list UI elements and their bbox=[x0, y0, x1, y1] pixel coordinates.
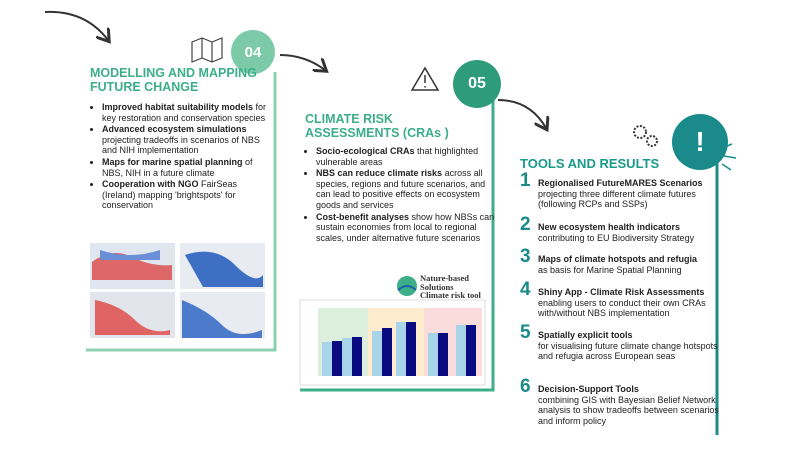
item-number: 3 bbox=[520, 246, 531, 267]
item-body: Regionalised FutureMARES Scenarios projec… bbox=[538, 178, 720, 210]
item-title: Shiny App - Climate Risk Assessments bbox=[538, 287, 705, 297]
bullet-bold: Advanced ecosystem simulations bbox=[102, 124, 247, 135]
bullet-text: of NBS, NIH in a future climate bbox=[102, 156, 253, 178]
bullet: Cost-benefit analyses show how NBSs can … bbox=[316, 212, 498, 244]
result-item: 1 Regionalised FutureMARES Scenarios proje… bbox=[520, 170, 720, 210]
bullet: Advanced ecosystem simulations projectin… bbox=[102, 124, 272, 156]
item-title: Maps of climate hotspots and refugia bbox=[538, 254, 698, 264]
panel-title: MODELLING AND MAPPING FUTURE CHANGE bbox=[90, 66, 257, 94]
item-title: Decision-Support Tools bbox=[538, 384, 639, 394]
item-text: enabling users to conduct their own CRAs… bbox=[538, 297, 706, 319]
item-text: for visualising future climate change ho… bbox=[538, 340, 718, 362]
bullet: Socio-ecological CRAs that highlighted v… bbox=[316, 146, 498, 167]
item-number: 6 bbox=[520, 376, 531, 397]
step-badge: ! bbox=[672, 114, 728, 170]
bullet-text: for key restoration and conservation spe… bbox=[102, 102, 267, 123]
item-text: as basis for Marine Spatial Planning bbox=[538, 264, 682, 275]
bullet-text: projecting tradeoffs in scenarios of NBS… bbox=[102, 134, 260, 156]
item-number: 1 bbox=[520, 170, 531, 191]
item-text: combining GIS with Bayesian Belief Netwo… bbox=[538, 394, 719, 426]
item-body: Shiny App - Climate Risk Assessments enab… bbox=[538, 287, 720, 319]
bullet-text: show how NBSs can sustain economies from… bbox=[316, 211, 495, 243]
bullet: Maps for marine spatial planning of NBS,… bbox=[102, 157, 272, 178]
bullet-bold: Socio-ecological CRAs bbox=[316, 146, 415, 156]
panel-title: TOOLS AND RESULTS bbox=[520, 156, 660, 171]
item-number: 5 bbox=[520, 322, 531, 343]
item-body: New ecosystem health indicators contribut… bbox=[538, 222, 720, 243]
item-title: New ecosystem health indicators bbox=[538, 222, 681, 232]
item-body: Maps of climate hotspots and refugia as b… bbox=[538, 254, 720, 275]
bullet-bold: NBS can reduce climate risks bbox=[316, 168, 443, 179]
logo-line: Solutions bbox=[420, 281, 454, 292]
item-body: Spatially explicit tools for visualising … bbox=[538, 330, 720, 362]
logo-line: Climate risk tool bbox=[420, 290, 481, 300]
bullet: Cooperation with NGO FairSeas (Ireland) … bbox=[102, 179, 272, 211]
panel-title: CLIMATE RISK ASSESSMENTS (CRAs ) bbox=[305, 112, 449, 140]
bullet-list: Socio-ecological CRAs that highlighted v… bbox=[304, 146, 498, 244]
item-number: 4 bbox=[520, 279, 531, 300]
item-text: contributing to EU Biodiversity Strategy bbox=[538, 232, 695, 243]
item-body: Decision-Support Tools combining GIS with… bbox=[538, 384, 720, 426]
result-item: 2 New ecosystem health indicators contribu… bbox=[520, 214, 720, 243]
result-item: 4 Shiny App - Climate Risk Assessments ena… bbox=[520, 279, 720, 319]
bullet-bold: Cost-benefit analyses bbox=[316, 211, 410, 222]
bullet-list: Improved habitat suitability models for … bbox=[90, 102, 272, 212]
item-title: Regionalised FutureMARES Scenarios bbox=[538, 178, 703, 188]
bullet: Improved habitat suitability models for … bbox=[102, 102, 272, 123]
bullet-bold: Maps for marine spatial planning bbox=[102, 156, 243, 167]
step-badge: 04 bbox=[231, 30, 275, 74]
bullet-text: FairSeas (Ireland) mapping 'brightspots'… bbox=[102, 179, 238, 211]
item-text: projecting three different climate futur… bbox=[538, 188, 696, 210]
bullet-bold: Improved habitat suitability models bbox=[102, 102, 254, 112]
result-item: 5 Spatially explicit tools for visualising… bbox=[520, 322, 720, 362]
logo-text: Nature-based Solutions Climate risk tool bbox=[420, 274, 481, 300]
bullet: NBS can reduce climate risks across all … bbox=[316, 168, 498, 210]
item-number: 2 bbox=[520, 214, 531, 235]
result-item: 6 Decision-Support Tools combining GIS wit… bbox=[520, 376, 720, 426]
bullet-text: that highlighted vulnerable areas bbox=[316, 146, 479, 167]
bullet-bold: Cooperation with NGO bbox=[102, 179, 199, 190]
bullet-text: across all species, regions and future s… bbox=[316, 168, 486, 210]
result-item: 3 Maps of climate hotspots and refugia as … bbox=[520, 246, 720, 275]
step-badge: 05 bbox=[453, 60, 501, 108]
logo-line: Nature-based bbox=[420, 273, 469, 283]
item-title: Spatially explicit tools bbox=[538, 330, 633, 340]
